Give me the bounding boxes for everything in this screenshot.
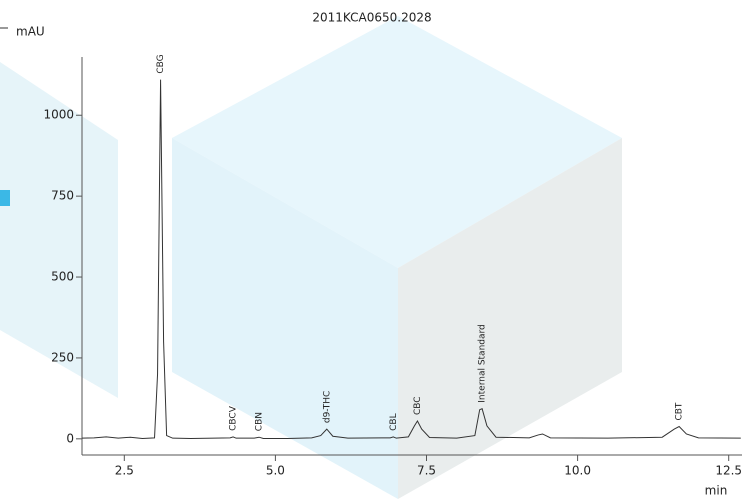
trace xyxy=(81,79,741,439)
background-decoration xyxy=(0,16,622,499)
x-tick-label: 5.0 xyxy=(266,464,285,478)
peak-label: CBN xyxy=(255,412,265,431)
peak-label: CBL xyxy=(389,413,399,430)
y-tick-label: 750 xyxy=(51,189,74,203)
chart-title: 2011KCA0650.2028 xyxy=(312,11,431,25)
peak-label: CBC xyxy=(413,396,423,415)
peak-label: CBT xyxy=(675,402,685,420)
x-tick-label: 7.5 xyxy=(417,464,436,478)
y-tick-label: 0 xyxy=(66,431,74,445)
y-tick-label: 1000 xyxy=(43,108,74,122)
x-tick-label: 2.5 xyxy=(115,464,134,478)
peak-label: Internal Standard xyxy=(478,324,488,402)
x-axis-label: min xyxy=(705,484,728,498)
y-axis-label: mAU xyxy=(16,25,45,39)
peak-label: d9-THC xyxy=(322,391,332,423)
peak-label: CBCV xyxy=(229,405,239,431)
y-tick-label: 500 xyxy=(51,270,74,284)
peak-label: CBG xyxy=(156,54,166,73)
x-tick-label: 10.0 xyxy=(564,464,591,478)
y-tick-label: 250 xyxy=(51,350,74,364)
x-tick-label: 12.5 xyxy=(715,464,742,478)
